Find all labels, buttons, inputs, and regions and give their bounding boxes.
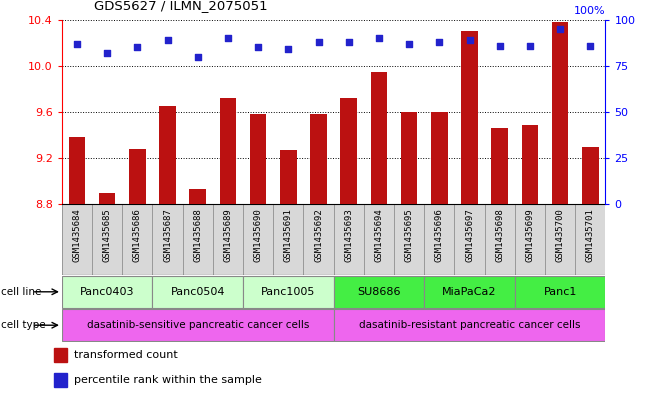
Point — [434, 39, 445, 45]
Bar — [552, 22, 568, 204]
Bar — [333, 276, 424, 308]
Point — [283, 46, 294, 52]
Text: transformed count: transformed count — [74, 350, 178, 360]
Point — [162, 37, 173, 43]
Bar — [515, 276, 605, 308]
Point — [495, 42, 505, 49]
Text: GSM1435687: GSM1435687 — [163, 208, 172, 262]
Bar — [370, 72, 387, 204]
Point — [555, 26, 565, 32]
Point — [374, 35, 384, 41]
Bar — [159, 106, 176, 204]
Bar — [62, 309, 333, 341]
Text: dasatinib-sensitive pancreatic cancer cells: dasatinib-sensitive pancreatic cancer ce… — [87, 320, 309, 330]
Point — [253, 44, 264, 51]
Bar — [62, 276, 152, 308]
Point — [313, 39, 324, 45]
Bar — [219, 98, 236, 204]
Bar — [401, 112, 417, 204]
Text: GSM1435686: GSM1435686 — [133, 208, 142, 262]
Bar — [129, 149, 146, 204]
Text: GSM1435694: GSM1435694 — [374, 208, 383, 262]
Point — [344, 39, 354, 45]
Text: Panc1: Panc1 — [544, 287, 577, 297]
Bar — [189, 189, 206, 204]
Bar — [280, 150, 297, 204]
Text: GSM1435695: GSM1435695 — [405, 208, 413, 262]
Bar — [152, 276, 243, 308]
Point — [72, 40, 82, 47]
Bar — [99, 193, 115, 204]
Bar — [333, 309, 605, 341]
Text: GSM1435692: GSM1435692 — [314, 208, 323, 262]
Bar — [424, 276, 515, 308]
Text: cell type: cell type — [1, 320, 46, 330]
Point — [223, 35, 233, 41]
Text: GSM1435685: GSM1435685 — [103, 208, 111, 262]
Text: GSM1435689: GSM1435689 — [223, 208, 232, 262]
Text: GSM1435701: GSM1435701 — [586, 208, 595, 262]
Text: dasatinib-resistant pancreatic cancer cells: dasatinib-resistant pancreatic cancer ce… — [359, 320, 580, 330]
Bar — [243, 276, 333, 308]
Text: SU8686: SU8686 — [357, 287, 400, 297]
Bar — [311, 114, 327, 204]
Bar — [68, 138, 85, 204]
Bar — [55, 348, 66, 362]
Text: Panc1005: Panc1005 — [261, 287, 316, 297]
Text: GSM1435690: GSM1435690 — [254, 208, 262, 262]
Point — [102, 50, 113, 56]
Text: GSM1435696: GSM1435696 — [435, 208, 444, 262]
Bar — [582, 147, 599, 204]
Text: GSM1435699: GSM1435699 — [525, 208, 534, 262]
Point — [585, 42, 596, 49]
Bar — [521, 125, 538, 204]
Text: GSM1435691: GSM1435691 — [284, 208, 293, 262]
Text: GSM1435698: GSM1435698 — [495, 208, 505, 262]
Text: GSM1435697: GSM1435697 — [465, 208, 474, 262]
Text: MiaPaCa2: MiaPaCa2 — [442, 287, 497, 297]
Bar — [492, 128, 508, 204]
Text: Panc0504: Panc0504 — [171, 287, 225, 297]
Text: GSM1435688: GSM1435688 — [193, 208, 202, 262]
Text: cell line: cell line — [1, 287, 42, 297]
Text: GSM1435684: GSM1435684 — [72, 208, 81, 262]
Bar — [55, 373, 66, 387]
Text: GSM1435693: GSM1435693 — [344, 208, 353, 262]
Text: GDS5627 / ILMN_2075051: GDS5627 / ILMN_2075051 — [94, 0, 268, 12]
Text: 100%: 100% — [574, 6, 605, 16]
Text: GSM1435700: GSM1435700 — [556, 208, 564, 262]
Point — [404, 40, 414, 47]
Bar — [250, 114, 266, 204]
Bar — [431, 112, 448, 204]
Point — [464, 37, 475, 43]
Bar — [340, 98, 357, 204]
Text: Panc0403: Panc0403 — [80, 287, 134, 297]
Point — [193, 53, 203, 60]
Point — [525, 42, 535, 49]
Text: percentile rank within the sample: percentile rank within the sample — [74, 375, 262, 385]
Bar — [461, 31, 478, 204]
Point — [132, 44, 143, 51]
